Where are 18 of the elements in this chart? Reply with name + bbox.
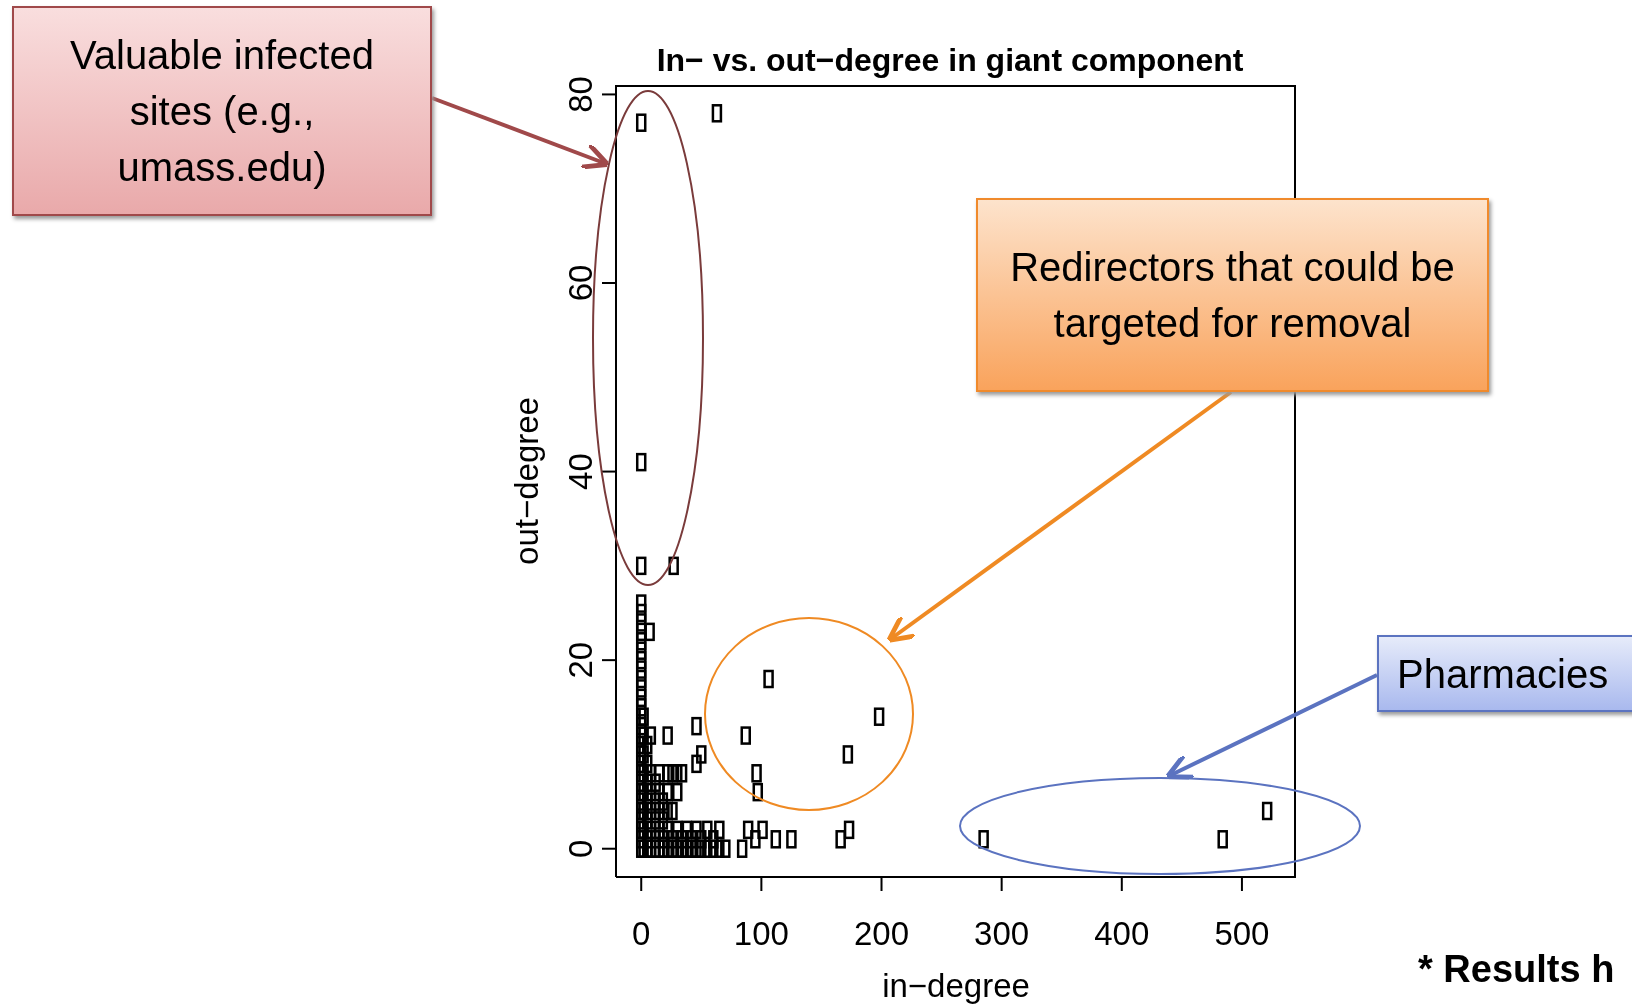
x-tick-label: 100	[733, 915, 789, 952]
x-tick-label: 500	[1214, 915, 1270, 952]
y-tick-label: 60	[562, 264, 599, 302]
y-tick-label: 40	[562, 453, 599, 490]
text: Valuable infected sites (e.g., umass.edu)	[69, 32, 375, 191]
y-axis-title: out−degree	[507, 397, 545, 565]
y-tick-label: 80	[562, 76, 599, 113]
y-tick-label: 20	[562, 641, 599, 679]
x-axis-title: in−degree	[882, 967, 1030, 1004]
text: * Results h	[1418, 948, 1615, 991]
x-tick-label: 200	[853, 915, 910, 952]
y-tick-label: 0	[562, 839, 599, 858]
annotation: Redirectors that could be targeted for removal	[1009, 244, 1456, 347]
x-tick-label: 0	[632, 915, 651, 952]
x-tick-label: 300	[974, 915, 1030, 952]
text: Pharmacies	[1397, 650, 1609, 698]
x-tick-label: 400	[1094, 915, 1150, 952]
chart-title: In− vs. out−degree in giant component	[656, 42, 1244, 78]
